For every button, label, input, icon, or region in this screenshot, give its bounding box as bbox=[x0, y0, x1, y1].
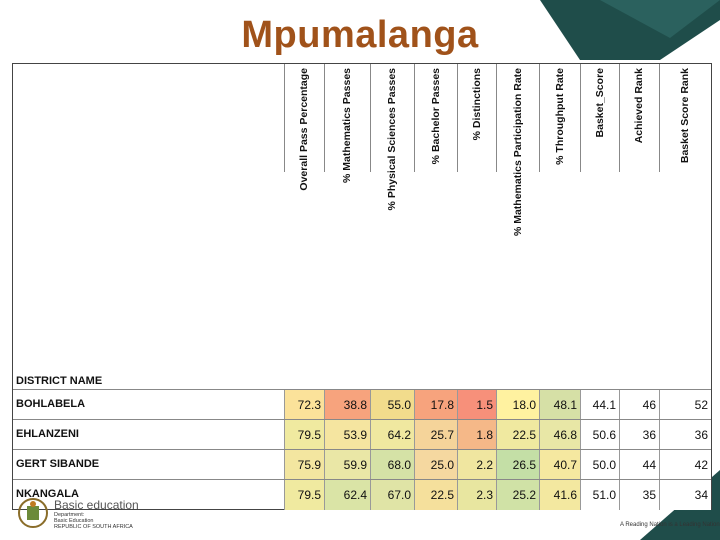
table-cell: 36 bbox=[659, 420, 711, 450]
column-header-label: % Mathematics Participation Rate bbox=[511, 68, 524, 237]
table-cell: 1.8 bbox=[457, 420, 496, 450]
column-separator bbox=[619, 64, 620, 172]
page-title: Mpumalanga bbox=[0, 14, 720, 57]
column-header-label: % Physical Sciences Passes bbox=[386, 68, 398, 211]
column-separator bbox=[539, 64, 540, 172]
footer-logo: Basic education Department: Basic Educat… bbox=[16, 496, 139, 535]
district-name: GERT SIBANDE bbox=[16, 458, 100, 470]
column-header-label: Achieved Rank bbox=[633, 68, 645, 144]
column-header-label: Basket_Score bbox=[593, 68, 606, 138]
table-cell: 59.9 bbox=[324, 450, 370, 480]
column-header-label: % Mathematics Passes bbox=[341, 68, 353, 183]
column-header-label: % Throughput Rate bbox=[553, 68, 566, 165]
table-cell: 41.6 bbox=[539, 480, 580, 510]
column-header: Achieved Rank bbox=[619, 68, 659, 278]
district-name: BOHLABELA bbox=[16, 398, 86, 410]
corner-decoration-top-right bbox=[540, 0, 720, 60]
table-cell: 53.9 bbox=[324, 420, 370, 450]
column-header: Basket Score Rank bbox=[659, 68, 711, 278]
column-header: % Mathematics Passes bbox=[324, 68, 370, 278]
column-header: % Mathematics Participation Rate bbox=[496, 68, 539, 278]
table-cell: 36 bbox=[619, 420, 659, 450]
table-cell: 50.0 bbox=[580, 450, 619, 480]
table-cell: 42 bbox=[659, 450, 711, 480]
table-cell: 62.4 bbox=[324, 480, 370, 510]
table-cell: 26.5 bbox=[496, 450, 539, 480]
column-separator bbox=[414, 64, 415, 172]
page-title-text: Mpumalanga bbox=[241, 14, 479, 56]
table-cell: 44 bbox=[619, 450, 659, 480]
table-cell: 46.8 bbox=[539, 420, 580, 450]
column-separator bbox=[659, 64, 660, 172]
table-cell: 18.0 bbox=[496, 390, 539, 420]
table-cell: 34 bbox=[659, 480, 711, 510]
table-cell: 67.0 bbox=[370, 480, 414, 510]
column-header: Overall Pass Percentage bbox=[284, 68, 324, 278]
column-header-label: % Distinctions bbox=[470, 68, 483, 141]
table-cell: 50.6 bbox=[580, 420, 619, 450]
table-cell: 22.5 bbox=[496, 420, 539, 450]
district-name-header: DISTRICT NAME bbox=[16, 375, 103, 387]
column-separator bbox=[284, 64, 285, 172]
column-separator bbox=[370, 64, 371, 172]
column-header: % Throughput Rate bbox=[539, 68, 580, 278]
dept-line-2: Basic Education bbox=[54, 518, 94, 524]
table-cell: 22.5 bbox=[414, 480, 457, 510]
district-results-table: Overall Pass Percentage % Mathematics Pas… bbox=[12, 63, 712, 510]
table-cell: 25.7 bbox=[414, 420, 457, 450]
column-separator bbox=[496, 64, 497, 172]
district-name: EHLANZENI bbox=[16, 428, 79, 440]
table-cell: 51.0 bbox=[580, 480, 619, 510]
table-cell: 55.0 bbox=[370, 390, 414, 420]
column-header-label: % Bachelor Passes bbox=[429, 68, 442, 165]
reading-nation-slogan: A Reading Nation is a Leading Nation bbox=[620, 522, 720, 528]
column-header-label: Overall Pass Percentage bbox=[298, 68, 310, 191]
column-separator bbox=[580, 64, 581, 172]
table-cell: 25.2 bbox=[496, 480, 539, 510]
table-cell: 35 bbox=[619, 480, 659, 510]
table-cell: 68.0 bbox=[370, 450, 414, 480]
table-cell: 52 bbox=[659, 390, 711, 420]
table-cell: 75.9 bbox=[284, 450, 324, 480]
table-cell: 48.1 bbox=[539, 390, 580, 420]
column-header: % Bachelor Passes bbox=[414, 68, 457, 278]
table-cell: 79.5 bbox=[284, 480, 324, 510]
table-row: BOHLABELA 72.3 38.8 55.0 17.8 1.5 18.0 48.1 44.1… bbox=[13, 389, 711, 420]
column-separator bbox=[457, 64, 458, 172]
table-cell: 64.2 bbox=[370, 420, 414, 450]
basic-education-label: Basic education bbox=[54, 498, 139, 512]
table-cell: 40.7 bbox=[539, 450, 580, 480]
column-header: Basket_Score bbox=[580, 68, 619, 278]
table-cell: 2.3 bbox=[457, 480, 496, 510]
department-lines: Department: Basic Education REPUBLIC OF … bbox=[54, 512, 133, 530]
table-cell: 17.8 bbox=[414, 390, 457, 420]
table-cell: 38.8 bbox=[324, 390, 370, 420]
dept-line-3: REPUBLIC OF SOUTH AFRICA bbox=[54, 524, 133, 530]
column-separator bbox=[324, 64, 325, 172]
table-cell: 72.3 bbox=[284, 390, 324, 420]
table-cell: 44.1 bbox=[580, 390, 619, 420]
coat-of-arms-icon bbox=[18, 498, 48, 528]
column-header: % Distinctions bbox=[457, 68, 496, 278]
table-cell: 79.5 bbox=[284, 420, 324, 450]
table-cell: 25.0 bbox=[414, 450, 457, 480]
table-row: EHLANZENI 79.5 53.9 64.2 25.7 1.8 22.5 46.8 50.6… bbox=[13, 419, 711, 450]
dept-line-1: Department: bbox=[54, 512, 85, 518]
column-header: % Physical Sciences Passes bbox=[370, 68, 414, 278]
table-row: NKANGALA 79.5 62.4 67.0 22.5 2.3 25.2 41.6 51.0 3… bbox=[13, 479, 711, 510]
table-cell: 1.5 bbox=[457, 390, 496, 420]
column-header-label: Basket Score Rank bbox=[679, 68, 691, 164]
district-name: NKANGALA bbox=[16, 488, 79, 500]
table-row: GERT SIBANDE 75.9 59.9 68.0 25.0 2.2 26.5 40.7 5… bbox=[13, 449, 711, 480]
table-cell: 2.2 bbox=[457, 450, 496, 480]
table-cell: 46 bbox=[619, 390, 659, 420]
